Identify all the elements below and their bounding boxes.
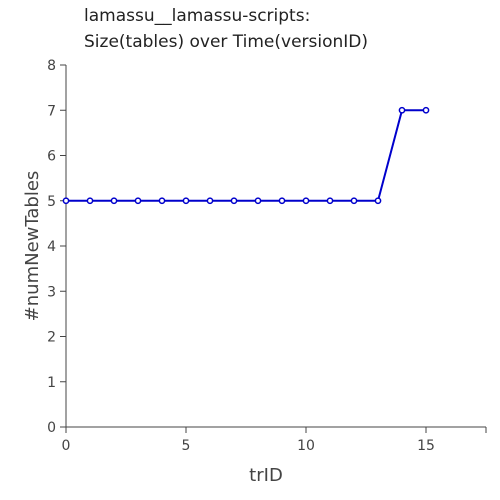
data-point [374,197,382,205]
y-axis-label: #numNewTables [22,171,43,322]
chart-title-line-2: Size(tables) over Time(versionID) [84,32,369,52]
y-tick-label: 8 [47,58,56,74]
data-point [350,197,358,205]
x-axis-label: trID [249,465,283,486]
y-tick-label: 5 [47,194,56,210]
series-layer [62,106,430,205]
data-point [302,197,310,205]
data-point [62,197,70,205]
chart-title-line-1: lamassu__lamassu-scripts: [84,6,311,26]
data-point [398,106,406,114]
y-tick-label: 4 [47,239,56,255]
series-line [66,109,426,202]
data-point [182,197,190,205]
x-tick-label: 15 [417,438,435,454]
data-point [230,197,238,205]
data-point [110,197,118,205]
y-tick-label: 6 [47,149,56,165]
data-point [422,106,430,114]
y-tick-label: 3 [47,284,56,300]
data-point [86,197,94,205]
y-tick-label: 1 [47,375,56,391]
data-point [158,197,166,205]
y-tick-label: 2 [47,330,56,346]
tick-marks: 0 1 2 3 4 5 6 7 8 0 5 10 15 [47,58,487,454]
x-tick-label: 5 [182,438,191,454]
axes [65,65,486,428]
y-tick-label: 0 [47,420,56,436]
x-tick-label: 10 [297,438,315,454]
data-point [206,197,214,205]
y-tick-label: 7 [47,103,56,119]
data-point [326,197,334,205]
data-point [278,197,286,205]
x-tick-label: 0 [62,438,71,454]
data-point [134,197,142,205]
data-point [254,197,262,205]
